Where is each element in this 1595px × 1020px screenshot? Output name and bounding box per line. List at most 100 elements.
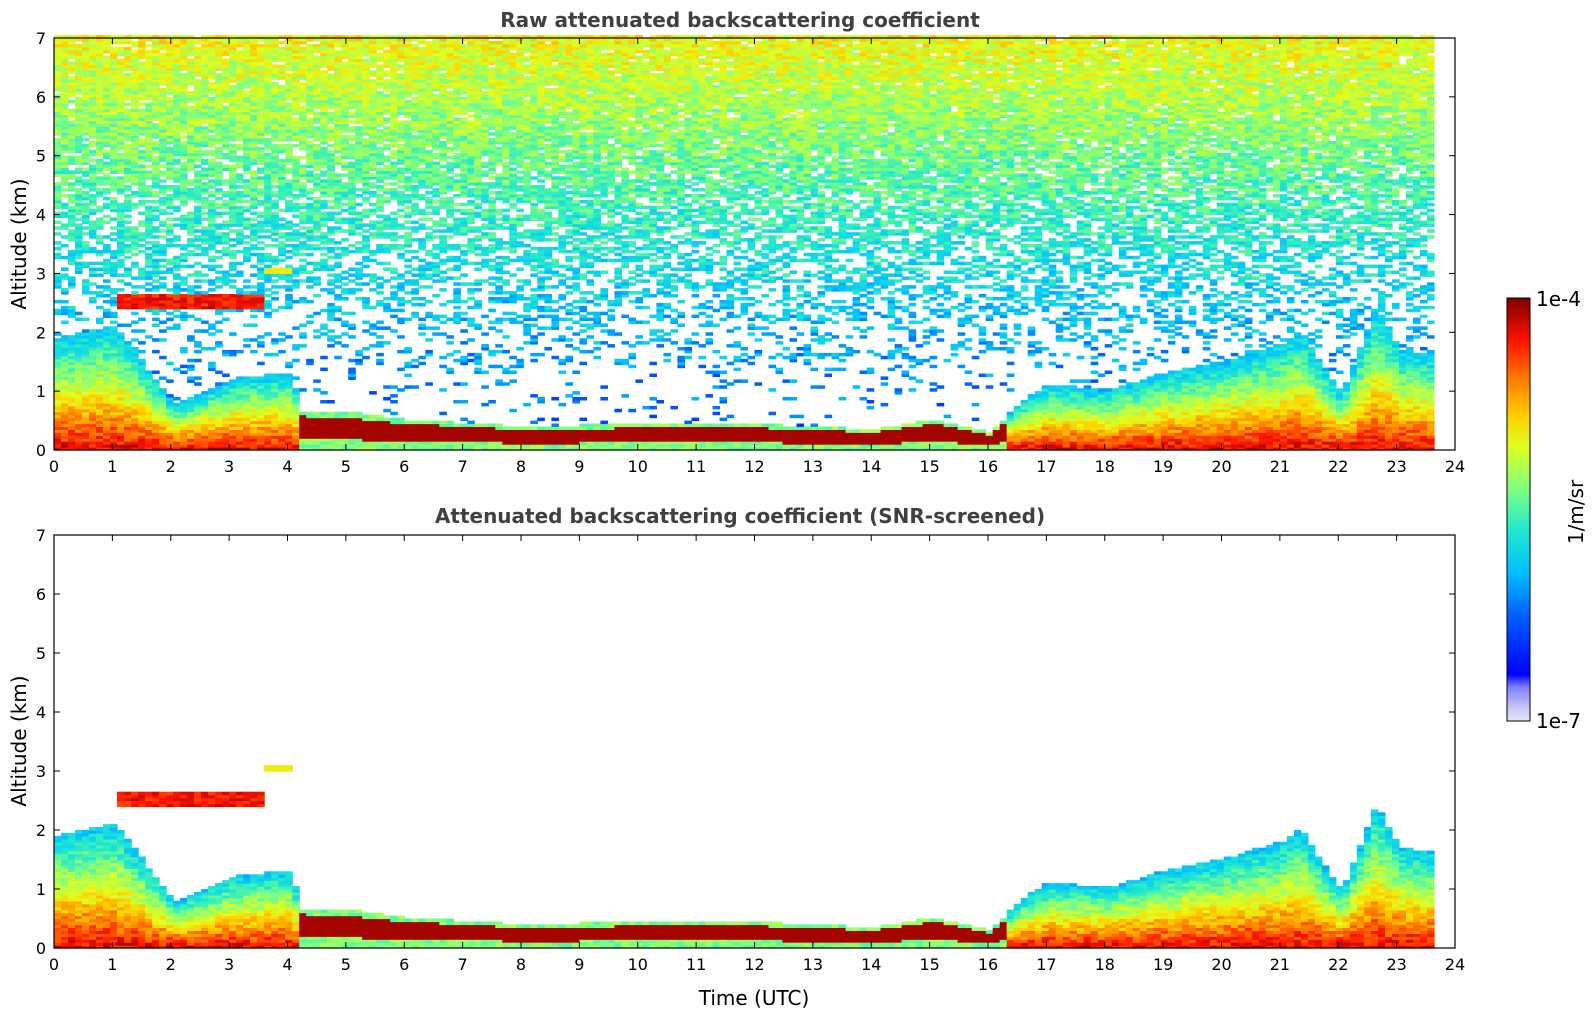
heatmap-cell — [124, 268, 132, 272]
heatmap-cell — [278, 268, 286, 272]
heatmap-cell — [54, 253, 62, 256]
heatmap-cell — [54, 353, 62, 357]
heatmap-cell — [222, 394, 230, 398]
heatmap-cell — [306, 197, 314, 201]
heatmap-cell — [215, 400, 223, 404]
heatmap-cell — [75, 188, 83, 192]
heatmap-cell — [145, 118, 153, 122]
heatmap-cell — [159, 297, 167, 301]
heatmap-cell — [327, 194, 335, 198]
heatmap-cell — [250, 244, 258, 248]
heatmap-cell — [334, 285, 342, 289]
heatmap-cell — [355, 262, 363, 266]
heatmap-cell — [145, 385, 153, 389]
heatmap-cell — [131, 179, 139, 183]
heatmap-cell — [124, 229, 132, 233]
heatmap-cell — [89, 406, 97, 410]
heatmap-cell — [313, 50, 321, 54]
heatmap-cell — [180, 97, 188, 101]
heatmap-cell — [89, 70, 97, 74]
heatmap-cell — [173, 297, 181, 301]
heatmap-cell — [152, 56, 160, 60]
heatmap-cell — [159, 65, 167, 69]
heatmap-cell — [68, 406, 76, 410]
heatmap-cell — [390, 421, 398, 425]
heatmap-cell — [341, 415, 349, 419]
heatmap-cell — [306, 118, 314, 122]
heatmap-cell — [124, 415, 132, 419]
heatmap-cell — [159, 276, 167, 280]
heatmap-cell — [194, 97, 202, 101]
heatmap-cell — [341, 188, 349, 192]
heatmap-cell — [348, 188, 356, 192]
heatmap-cell — [75, 132, 83, 136]
heatmap-cell — [369, 276, 377, 280]
heatmap-cell — [355, 50, 363, 54]
heatmap-cell — [243, 297, 251, 301]
heatmap-cell — [278, 250, 286, 254]
heatmap-cell — [82, 415, 90, 419]
heatmap-cell — [173, 421, 181, 425]
heatmap-cell — [180, 303, 188, 307]
heatmap-cell — [145, 271, 153, 275]
heatmap-cell — [243, 188, 251, 192]
heatmap-cell — [376, 291, 384, 295]
heatmap-cell — [152, 400, 160, 404]
heatmap-cell — [327, 412, 335, 416]
heatmap-cell — [362, 126, 370, 130]
heatmap-cell — [124, 341, 132, 345]
heatmap-cell — [362, 441, 370, 445]
heatmap-cell — [250, 376, 258, 380]
heatmap-cell — [320, 188, 328, 192]
heatmap-cell — [82, 65, 90, 69]
heatmap-cell — [278, 259, 286, 263]
heatmap-cell — [341, 441, 349, 445]
heatmap-cell — [257, 138, 265, 142]
heatmap-cell — [250, 147, 258, 151]
heatmap-cell — [89, 168, 97, 172]
heatmap-cell — [152, 259, 160, 263]
heatmap-cell — [208, 56, 216, 60]
heatmap-cell — [201, 188, 209, 192]
heatmap-cell — [131, 173, 139, 177]
heatmap-cell — [173, 185, 181, 189]
heatmap-cell — [75, 379, 83, 383]
heatmap-cell — [117, 344, 125, 348]
heatmap-cell — [306, 441, 314, 445]
heatmap-cell — [68, 400, 76, 404]
heatmap-cell — [278, 144, 286, 148]
heatmap-cell — [348, 112, 356, 116]
heatmap-cell — [89, 141, 97, 145]
heatmap-cell — [243, 291, 251, 295]
heatmap-cell — [390, 285, 398, 289]
heatmap-cell — [327, 179, 335, 183]
heatmap-cell — [54, 50, 62, 54]
heatmap-cell — [117, 262, 125, 266]
heatmap-cell — [341, 221, 349, 225]
heatmap-cell — [397, 421, 405, 425]
heatmap-cell — [187, 435, 195, 439]
heatmap-cell — [159, 265, 167, 269]
heatmap-cell — [75, 138, 83, 142]
heatmap-cell — [390, 412, 398, 416]
heatmap-cell — [96, 91, 104, 95]
heatmap-cell — [131, 385, 139, 389]
heatmap-cell — [166, 44, 174, 48]
heatmap-cell — [180, 441, 188, 445]
heatmap-cell — [145, 209, 153, 213]
heatmap-cell — [376, 53, 384, 57]
heatmap-cell — [271, 353, 279, 357]
heatmap-cell — [124, 250, 132, 254]
heatmap-cell — [320, 132, 328, 136]
heatmap-cell — [173, 291, 181, 295]
heatmap-cell — [236, 235, 244, 239]
heatmap-cell — [355, 359, 363, 363]
heatmap-cell — [327, 282, 335, 286]
heatmap-cell — [208, 441, 216, 445]
heatmap-cell — [145, 427, 153, 431]
heatmap-cell — [236, 126, 244, 130]
heatmap-cell — [173, 303, 181, 307]
heatmap-cell — [376, 185, 384, 189]
heatmap-cell — [236, 76, 244, 80]
heatmap-cell — [320, 91, 328, 95]
